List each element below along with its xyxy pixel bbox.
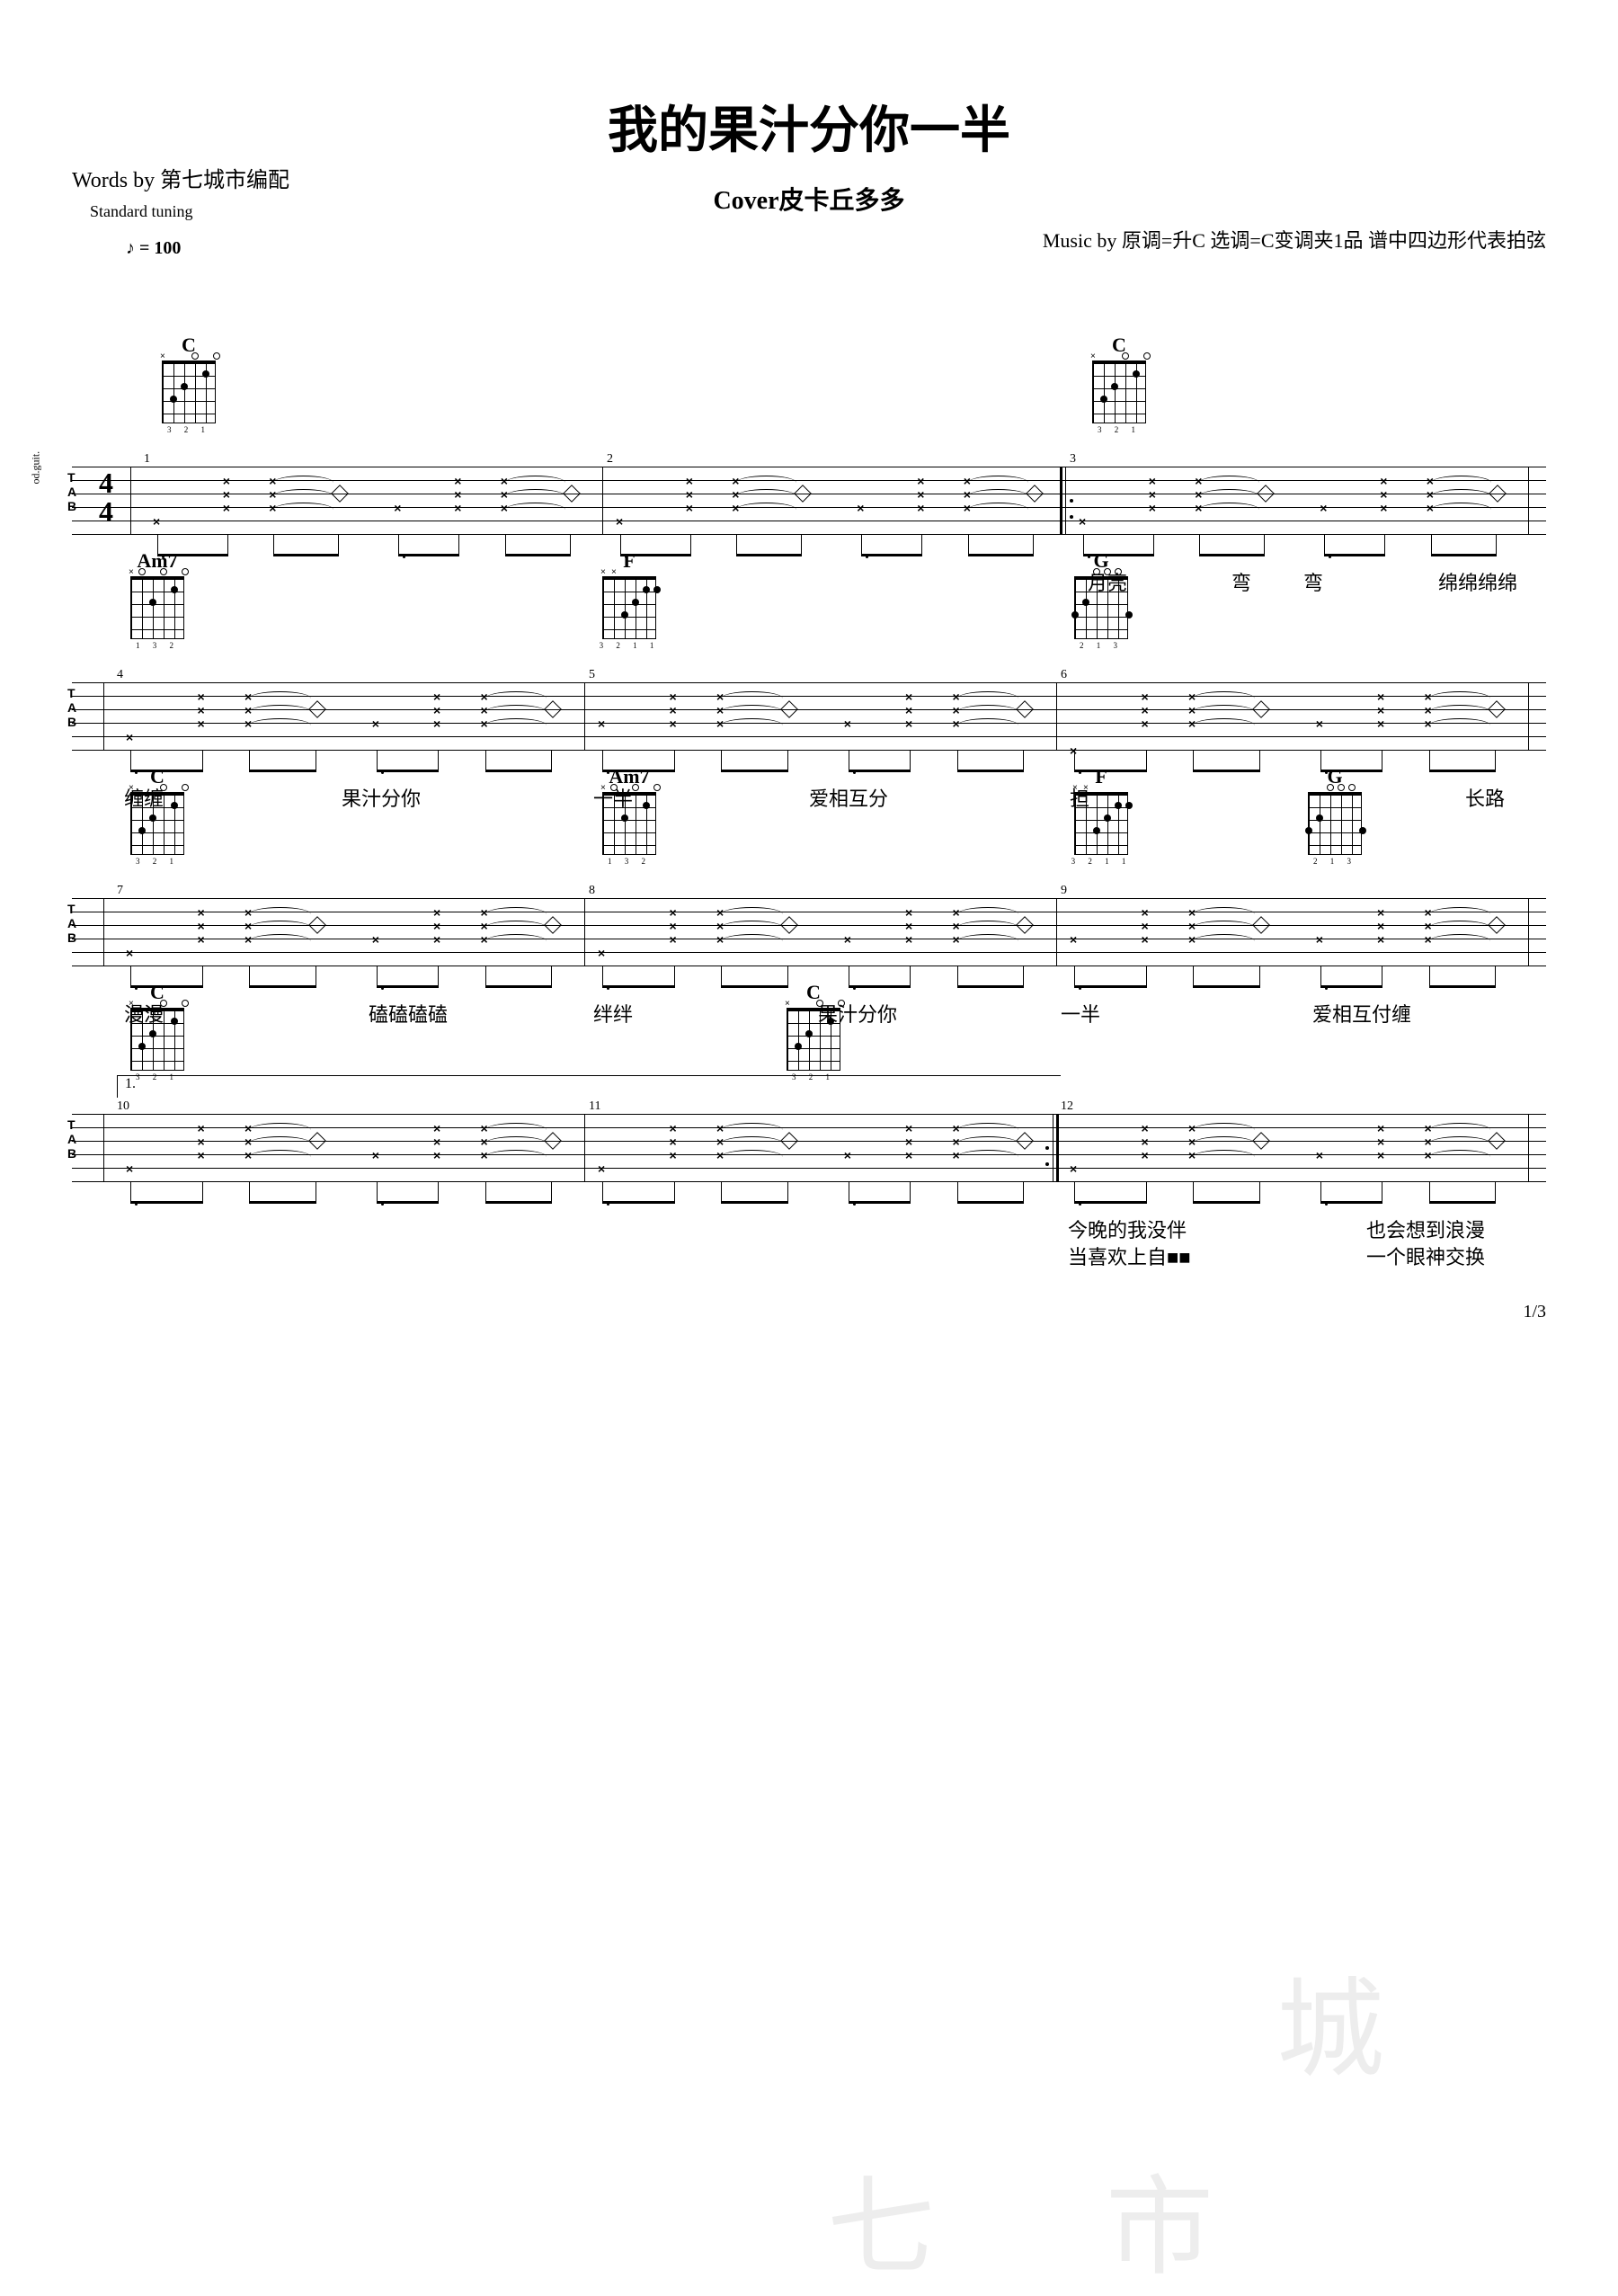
- lyric: 绊绊: [593, 999, 633, 1028]
- tuning: Standard tuning: [90, 202, 193, 221]
- system-2: Am7 × 1 3 2 F ×× 3 2 1 1 G 2 1 3 TAB4×××…: [72, 666, 1546, 765]
- title: 我的果汁分你一半: [72, 90, 1546, 163]
- measure-number: 11: [589, 1099, 600, 1114]
- lyric: 爱相互付缠: [1312, 999, 1411, 1028]
- lyric: 一半: [1061, 999, 1100, 1028]
- measure-number: 7: [117, 884, 123, 898]
- lyric: 爱相互分: [809, 783, 888, 812]
- chord-diagram-G: G 2 1 3: [1303, 765, 1366, 866]
- chord-diagram-F: F ×× 3 2 1 1: [598, 549, 661, 650]
- chord-diagram-C: C × 3 2 1: [157, 334, 220, 434]
- measure-number: 2: [607, 452, 613, 467]
- measure-number: 9: [1061, 884, 1067, 898]
- chord-diagram-G: G 2 1 3: [1070, 549, 1133, 650]
- chord-diagram-Am7: Am7 × 1 3 2: [126, 549, 189, 650]
- lyric-line2: 当喜欢上自■■: [1068, 1241, 1191, 1270]
- lyric: 弯: [1231, 567, 1251, 596]
- watermark: 七: [827, 2140, 935, 2296]
- chord-diagram-Am7: Am7 × 1 3 2: [598, 765, 661, 866]
- chord-diagram-C: C × 3 2 1: [126, 981, 189, 1081]
- measure-number: 4: [117, 668, 123, 682]
- volta-bracket: 1.: [117, 1075, 1061, 1098]
- lyric-line2: 一个眼神交换: [1366, 1241, 1485, 1270]
- words-by: Words by 第七城市编配: [72, 162, 289, 193]
- measure-number: 5: [589, 668, 595, 682]
- lyric: 绵绵绵绵: [1438, 567, 1517, 596]
- measure-number: 6: [1061, 668, 1067, 682]
- measure-number: 12: [1061, 1099, 1073, 1114]
- tempo: ♪ = 100: [126, 238, 181, 259]
- lyric: 今晚的我没伴: [1068, 1215, 1187, 1243]
- measure-number: 1: [144, 452, 150, 467]
- page-number: 1/3: [1523, 1302, 1546, 1322]
- watermark: 市: [1106, 2140, 1214, 2296]
- watermark: 城: [1276, 1942, 1384, 2098]
- instrument-label: od.guit.: [30, 451, 43, 485]
- lyric: 果汁分你: [342, 783, 421, 812]
- lyric: 也会想到浪漫: [1366, 1215, 1485, 1243]
- lyric: 弯: [1303, 567, 1323, 596]
- music-by: Music by 原调=升C 选调=C变调夹1品 谱中四边形代表拍弦: [1043, 225, 1546, 254]
- chord-diagram-C: C × 3 2 1: [126, 765, 189, 866]
- measure-number: 3: [1070, 452, 1076, 467]
- system-3: C × 3 2 1 Am7 × 1 3 2 F ×× 3 2 1 1 G 2 1…: [72, 882, 1546, 981]
- chord-diagram-F: F ×× 3 2 1 1: [1070, 765, 1133, 866]
- measure-number: 8: [589, 884, 595, 898]
- chord-diagram-C: C × 3 2 1: [782, 981, 845, 1081]
- system-4: 1. C × 3 2 1 C × 3 2 1 TAB10××××××××××××…: [72, 1098, 1546, 1197]
- lyric: 长路: [1465, 783, 1505, 812]
- system-1: C × 3 2 1 C × 3 2 1 od.guit.TAB441××××××…: [72, 450, 1546, 549]
- lyric: 磕磕磕磕: [369, 999, 448, 1028]
- chord-diagram-C: C × 3 2 1: [1088, 334, 1151, 434]
- subtitle: Cover皮卡丘多多: [72, 181, 1546, 217]
- measure-number: 10: [117, 1099, 129, 1114]
